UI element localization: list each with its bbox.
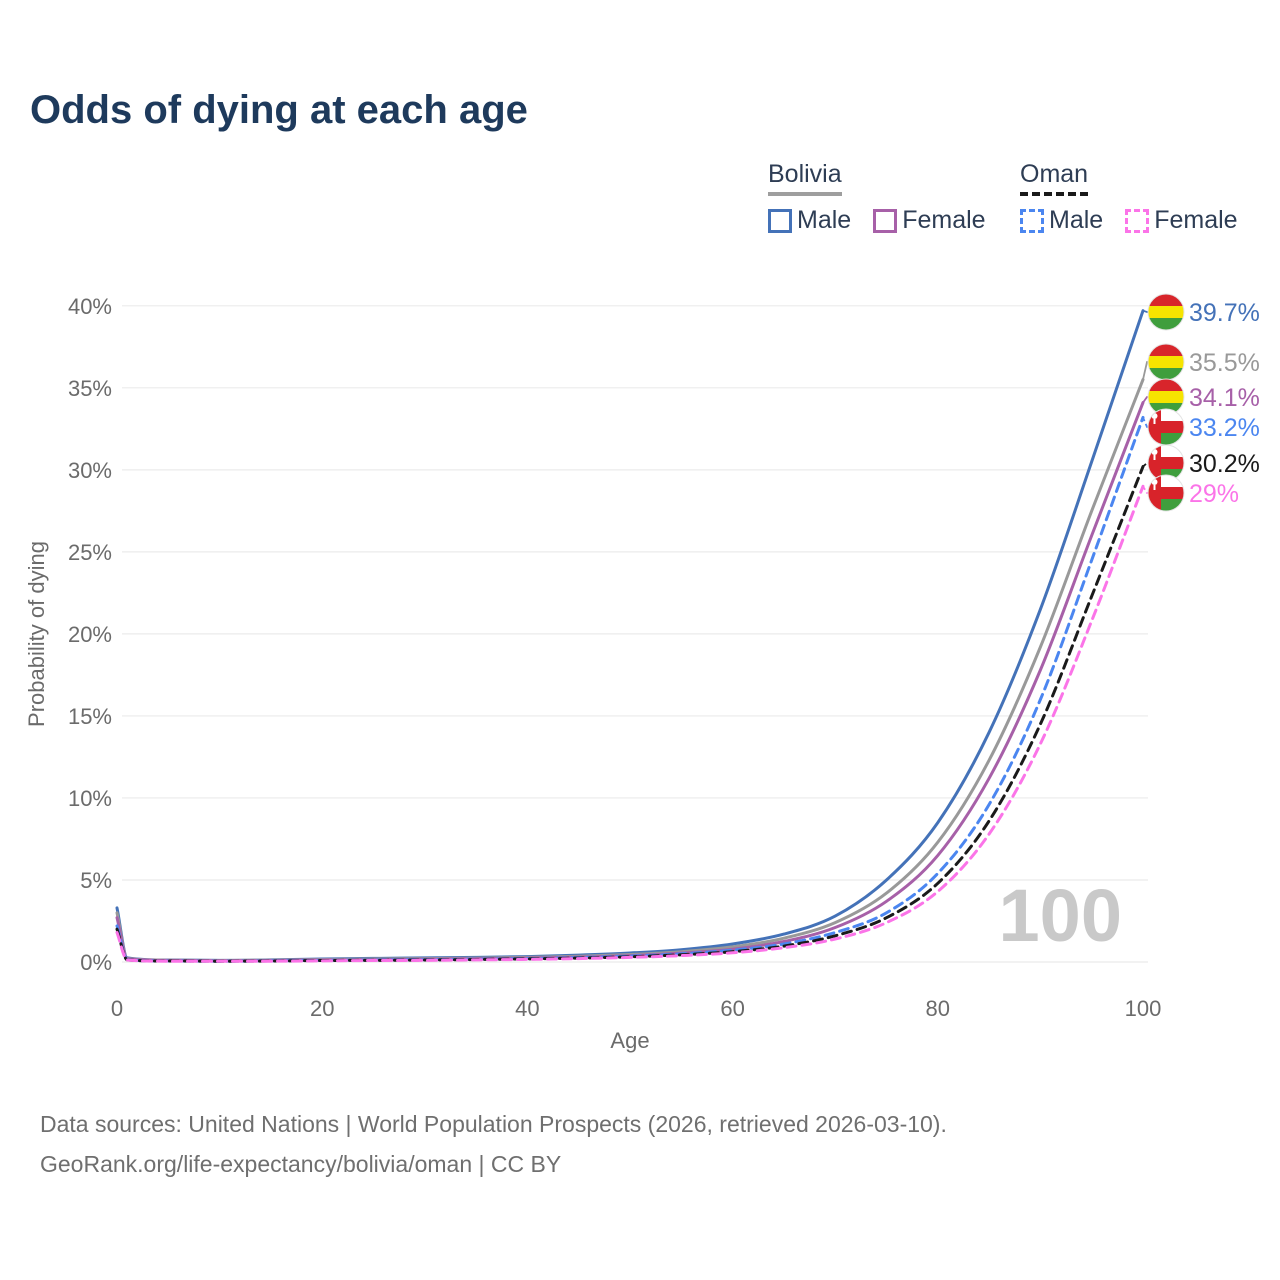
oman-flag-icon bbox=[1147, 408, 1185, 446]
end-label-oman-female: 29% bbox=[1189, 480, 1239, 508]
end-label-bolivia-male: 39.7% bbox=[1189, 299, 1260, 327]
end-label-bolivia-both: 35.5% bbox=[1189, 349, 1260, 377]
y-axis-title: Probability of dying bbox=[24, 541, 49, 727]
legend-item-bolivia-male[interactable]: Male bbox=[768, 206, 851, 235]
series-line-oman-female[interactable] bbox=[115, 484, 1145, 963]
legend-item-oman-female[interactable]: Female bbox=[1125, 206, 1238, 235]
y-tick-label: 0% bbox=[80, 950, 112, 975]
leader-line bbox=[1142, 485, 1153, 494]
series-line-bolivia-male[interactable] bbox=[115, 309, 1145, 962]
oman-flag-icon bbox=[1147, 474, 1185, 512]
series-line-bolivia-both[interactable] bbox=[115, 378, 1145, 963]
y-tick-label: 5% bbox=[80, 868, 112, 893]
source-attribution: Data sources: United Nations | World Pop… bbox=[40, 1104, 947, 1184]
legend-group-bolivia: Bolivia Male Female bbox=[768, 160, 1008, 235]
legend-item-label: Female bbox=[1154, 206, 1238, 234]
legend-item-label: Male bbox=[797, 206, 852, 234]
x-axis-title: Age bbox=[610, 1028, 649, 1053]
legend-item-bolivia-female[interactable]: Female bbox=[873, 206, 986, 235]
bolivia-female-swatch-icon bbox=[873, 208, 898, 233]
legend-item-oman-male[interactable]: Male bbox=[1020, 206, 1103, 235]
bolivia-flag-icon bbox=[1147, 343, 1185, 381]
gridlines bbox=[122, 305, 1148, 963]
end-value-labels: 39.7% 35.5% 34.1%33.2% 30.2%29% bbox=[1189, 299, 1260, 508]
end-label-oman-both: 30.2% bbox=[1189, 450, 1260, 478]
legend-country-bolivia[interactable]: Bolivia bbox=[768, 160, 842, 196]
data-sources-line: Data sources: United Nations | World Pop… bbox=[40, 1111, 947, 1137]
axes: 0% 5% 10% 15% 20% 25% 30% 35% 40% 0 20 40 60 80 100 Age… bbox=[24, 294, 1161, 1053]
x-tick-label: 40 bbox=[515, 996, 539, 1021]
bolivia-male-swatch-icon bbox=[768, 208, 792, 233]
x-tick-label: 0 bbox=[111, 996, 123, 1021]
x-tick-label: 20 bbox=[310, 996, 334, 1021]
end-label-bolivia-female: 34.1% bbox=[1189, 384, 1260, 412]
x-tick-label: 80 bbox=[926, 996, 950, 1021]
legend-group-oman: Oman Male Female bbox=[1020, 160, 1260, 235]
legend-country-oman[interactable]: Oman bbox=[1020, 160, 1089, 196]
series-line-bolivia-female[interactable] bbox=[115, 401, 1145, 963]
series-line-oman-both[interactable] bbox=[115, 465, 1145, 963]
flag-icons bbox=[1147, 293, 1185, 512]
bolivia-flag-icon bbox=[1147, 293, 1185, 331]
y-tick-label: 35% bbox=[68, 376, 112, 401]
x-tick-label: 60 bbox=[720, 996, 744, 1021]
page-title: Odds of dying at each age bbox=[30, 88, 528, 132]
oman-female-swatch-icon bbox=[1125, 208, 1150, 233]
x-tick-label: 100 bbox=[1125, 996, 1162, 1021]
oman-flag-icon bbox=[1147, 444, 1185, 482]
y-tick-label: 20% bbox=[68, 622, 112, 647]
credit-line: GeoRank.org/life-expectancy/bolivia/oman… bbox=[40, 1151, 562, 1177]
end-label-oman-male: 33.2% bbox=[1189, 414, 1260, 442]
y-tick-label: 40% bbox=[68, 294, 112, 319]
legend: Bolivia Male Female Oman Male bbox=[0, 0, 1280, 250]
series-lines bbox=[115, 309, 1145, 963]
y-tick-label: 25% bbox=[68, 540, 112, 565]
age-watermark-text: 100 bbox=[999, 874, 1122, 957]
legend-item-label: Male bbox=[1049, 206, 1104, 234]
legend-item-label: Female bbox=[902, 206, 986, 234]
age-watermark: 100 bbox=[999, 874, 1122, 957]
oman-male-swatch-icon bbox=[1020, 208, 1044, 233]
y-tick-label: 15% bbox=[68, 704, 112, 729]
y-tick-label: 10% bbox=[68, 786, 112, 811]
y-tick-label: 30% bbox=[68, 458, 112, 483]
